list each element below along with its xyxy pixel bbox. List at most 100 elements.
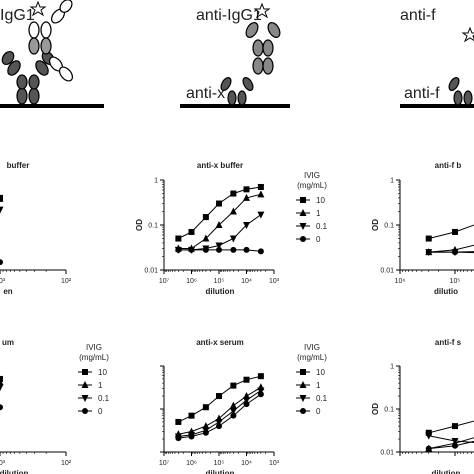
x-tick-label: 10⁵ xyxy=(214,460,225,467)
data-point xyxy=(216,246,222,253)
series-line xyxy=(428,440,474,450)
schematic-left: IgG1 xyxy=(0,0,104,108)
data-point xyxy=(257,211,265,219)
y-tick-label: 1 xyxy=(390,178,394,185)
x-tick-label: 10² xyxy=(61,278,72,285)
data-point xyxy=(175,418,182,425)
legend-marker xyxy=(82,408,88,414)
series-line xyxy=(428,251,474,254)
schematic-label-anti-f-top: anti-f xyxy=(400,7,436,24)
legend-marker xyxy=(300,197,306,203)
x-tick-label: 10² xyxy=(61,460,72,467)
legend-label: 10 xyxy=(316,368,325,377)
data-point xyxy=(452,228,458,235)
data-point xyxy=(202,214,209,221)
legend-marker xyxy=(299,395,307,402)
data-point xyxy=(452,442,458,449)
star-label-icon xyxy=(29,0,47,17)
x-axis-label: dilution xyxy=(206,469,235,474)
data-point xyxy=(243,186,250,193)
data-point xyxy=(425,249,432,256)
chart-panel: 10⁴10³10²umdilution xyxy=(0,338,72,474)
data-point xyxy=(188,412,195,419)
legend-label: 1 xyxy=(98,381,103,390)
chart-title: anti-f s xyxy=(435,338,462,347)
data-point xyxy=(425,445,432,452)
data-point xyxy=(229,401,237,409)
legend-marker xyxy=(81,381,89,388)
legend-row1: IVIG (mg/mL) 10 1 0.1 0 xyxy=(296,171,328,244)
y-tick-label: 1 xyxy=(390,364,394,371)
chart-title: um xyxy=(2,338,14,347)
data-point xyxy=(230,412,237,419)
x-tick-label: 10⁴ xyxy=(241,460,252,467)
data-point xyxy=(202,404,209,411)
x-tick-label: 10⁷ xyxy=(159,460,170,467)
legend-marker xyxy=(300,408,306,414)
data-point xyxy=(215,242,223,250)
legend-label: 0 xyxy=(316,407,321,416)
legend-marker xyxy=(300,369,306,375)
y-axis-label: OD xyxy=(371,403,380,415)
series-line xyxy=(428,244,474,253)
legend-title: IVIG xyxy=(304,171,320,180)
data-point xyxy=(257,387,265,395)
legend-label: 1 xyxy=(316,381,321,390)
data-point xyxy=(175,435,182,442)
data-point xyxy=(0,404,3,411)
y-tick-label: 0.1 xyxy=(384,407,394,414)
data-point xyxy=(216,423,222,430)
x-axis-label: dilution xyxy=(0,469,29,474)
data-point xyxy=(452,249,458,256)
x-tick-label: 10⁶ xyxy=(395,278,406,285)
data-point xyxy=(188,246,195,253)
antibody-icon xyxy=(220,77,254,106)
chart-title: anti-x serum xyxy=(196,338,244,347)
data-point xyxy=(243,401,250,408)
data-point xyxy=(0,194,4,202)
data-point xyxy=(230,382,237,389)
y-axis-label: OD xyxy=(135,219,144,231)
data-point xyxy=(257,183,264,190)
legend-label: 0.1 xyxy=(316,394,328,403)
chart-title: anti-x buffer xyxy=(197,161,243,170)
data-point xyxy=(229,407,237,415)
data-point xyxy=(230,246,237,253)
y-axis-label: OD xyxy=(371,219,380,231)
schematic-label-anti-f: anti-f xyxy=(404,85,440,102)
legend-label: 1 xyxy=(316,209,321,218)
x-tick-label: 10⁵ xyxy=(450,278,461,285)
x-axis-label: dilution xyxy=(432,469,461,474)
data-point xyxy=(0,378,4,386)
y-tick-label: 0.01 xyxy=(380,450,394,457)
data-point xyxy=(229,207,237,215)
legend-marker xyxy=(299,223,307,230)
legend-label: 0 xyxy=(316,235,321,244)
legend-row2-middle: IVIG (mg/mL) 10 1 0.1 0 xyxy=(296,343,328,416)
data-point xyxy=(215,418,223,426)
y-tick-label: 1 xyxy=(154,178,158,185)
x-tick-label: 10⁷ xyxy=(159,278,170,285)
chart-title: anti-f b xyxy=(435,161,462,170)
legend-row2: IVIG (mg/mL) 10 1 0.1 0 xyxy=(78,343,110,416)
data-point xyxy=(202,234,210,242)
y-tick-label: 0.01 xyxy=(380,268,394,275)
series-line xyxy=(428,437,474,450)
antibody-icon xyxy=(448,77,473,106)
x-tick-label: 10⁶ xyxy=(186,278,197,285)
data-point xyxy=(0,194,3,201)
data-point xyxy=(0,384,4,392)
data-point xyxy=(257,190,265,198)
data-point xyxy=(243,397,250,405)
legend-label: 10 xyxy=(98,368,107,377)
data-point xyxy=(451,438,459,446)
legend-title: IVIG xyxy=(304,343,320,352)
legend-entries: 10 1 0.1 0 xyxy=(296,368,328,416)
schematic-label-anti-x: anti-x xyxy=(186,85,225,102)
data-point xyxy=(243,222,250,229)
x-axis-label: dilution xyxy=(206,287,235,296)
data-point xyxy=(188,228,195,235)
data-point xyxy=(202,246,209,253)
